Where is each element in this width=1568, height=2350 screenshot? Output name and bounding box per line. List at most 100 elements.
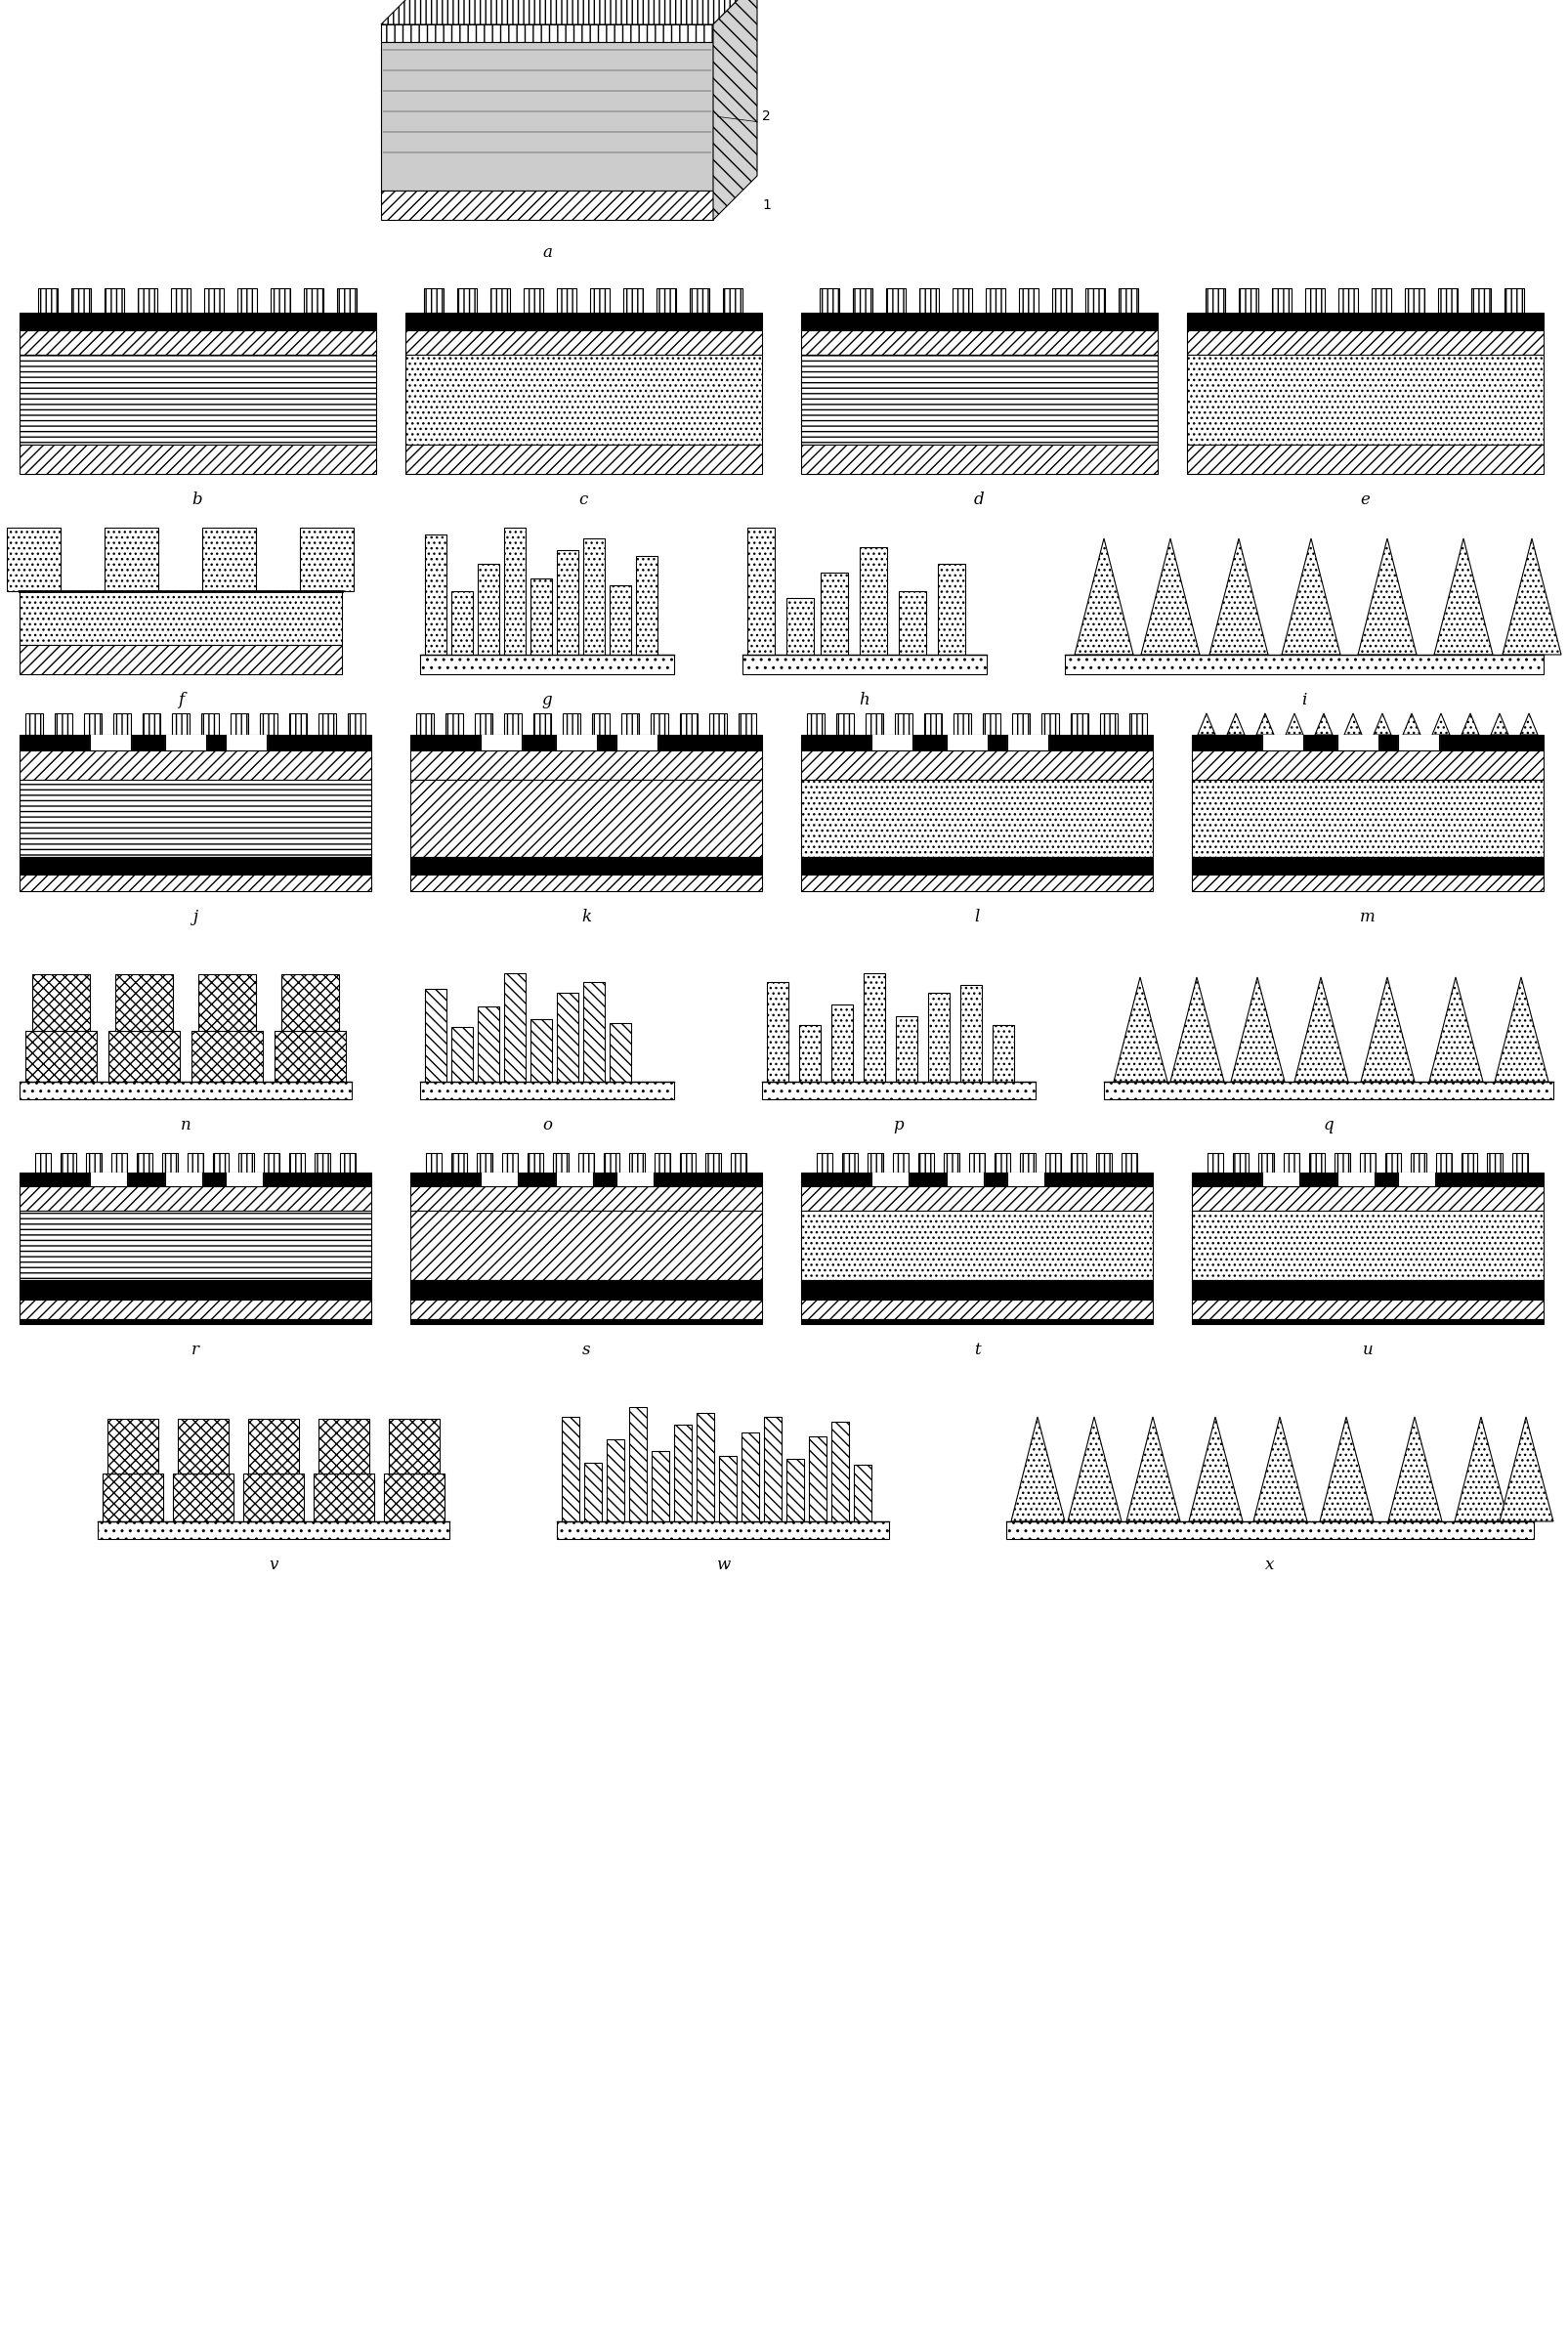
Polygon shape (1374, 714, 1391, 736)
Polygon shape (1228, 714, 1245, 736)
Bar (411, 736, 762, 750)
Bar (243, 1473, 304, 1520)
Bar (1284, 1154, 1300, 1173)
Bar (406, 331, 762, 355)
Bar (886, 289, 906, 313)
Bar (318, 714, 336, 736)
Bar (1007, 1173, 1044, 1187)
Polygon shape (1198, 714, 1215, 736)
Polygon shape (1320, 1417, 1374, 1520)
Bar (960, 985, 982, 1081)
Bar (1192, 1300, 1543, 1318)
Bar (1272, 289, 1292, 313)
Bar (1192, 1210, 1543, 1281)
Bar (1192, 858, 1543, 874)
Bar (191, 1032, 263, 1081)
Bar (198, 975, 256, 1032)
Bar (855, 1464, 872, 1520)
Bar (590, 289, 610, 313)
Bar (381, 190, 713, 221)
Bar (1121, 1154, 1137, 1173)
Text: p: p (894, 1116, 905, 1133)
Polygon shape (1253, 1417, 1308, 1520)
Polygon shape (1361, 978, 1414, 1081)
Bar (801, 874, 1152, 891)
Polygon shape (1499, 1417, 1554, 1520)
Bar (1192, 1281, 1543, 1300)
Bar (557, 289, 577, 313)
Bar (19, 858, 372, 874)
Bar (33, 975, 89, 1032)
Bar (986, 289, 1005, 313)
Polygon shape (1430, 978, 1483, 1081)
Text: e: e (1359, 491, 1369, 508)
Bar (1206, 289, 1225, 313)
Bar (19, 355, 376, 444)
Bar (801, 1318, 1152, 1323)
Bar (213, 1154, 229, 1173)
Bar (108, 1419, 158, 1473)
Bar (481, 1173, 517, 1187)
Bar (477, 1154, 492, 1173)
Bar (1207, 1154, 1223, 1173)
Bar (406, 355, 762, 444)
Bar (969, 1154, 985, 1173)
Bar (629, 1408, 646, 1520)
Bar (85, 714, 102, 736)
Bar (1262, 736, 1303, 750)
Bar (1258, 1154, 1273, 1173)
Bar (583, 538, 605, 656)
Bar (230, 714, 248, 736)
Bar (1192, 780, 1543, 858)
Bar (71, 289, 91, 313)
Bar (864, 973, 884, 1081)
Bar (809, 1436, 826, 1520)
Bar (411, 1187, 762, 1210)
Bar (579, 1154, 594, 1173)
Bar (25, 1032, 97, 1081)
Bar (281, 975, 339, 1032)
Bar (19, 1210, 372, 1281)
Polygon shape (1011, 1417, 1065, 1520)
Text: q: q (1323, 1116, 1334, 1133)
Polygon shape (1170, 978, 1225, 1081)
Bar (1239, 289, 1258, 313)
Polygon shape (1502, 538, 1562, 656)
Bar (801, 331, 1157, 355)
Text: 1: 1 (762, 197, 771, 212)
Bar (1359, 1154, 1375, 1173)
Bar (895, 714, 913, 736)
Bar (1187, 444, 1543, 475)
Bar (557, 1520, 889, 1539)
Bar (919, 1154, 935, 1173)
Bar (201, 714, 220, 736)
Bar (1052, 289, 1071, 313)
Bar (867, 1154, 883, 1173)
Polygon shape (1344, 714, 1363, 736)
Bar (406, 444, 762, 475)
Bar (1512, 1154, 1527, 1173)
Bar (731, 1154, 746, 1173)
Bar (533, 714, 550, 736)
Text: h: h (859, 691, 870, 707)
Bar (314, 1473, 375, 1520)
Bar (19, 1300, 372, 1318)
Bar (1372, 289, 1391, 313)
Bar (610, 585, 630, 656)
Polygon shape (1068, 1417, 1121, 1520)
Bar (1085, 289, 1105, 313)
Bar (952, 289, 972, 313)
Text: l: l (974, 909, 980, 926)
Bar (764, 1417, 781, 1520)
Bar (238, 1154, 254, 1173)
Bar (475, 714, 492, 736)
Bar (637, 557, 657, 656)
Polygon shape (1074, 538, 1134, 656)
Bar (557, 992, 579, 1081)
Bar (1187, 313, 1543, 331)
Bar (411, 874, 762, 891)
Bar (831, 1422, 848, 1520)
Bar (452, 1027, 474, 1081)
Bar (607, 1438, 624, 1520)
Bar (411, 780, 762, 858)
